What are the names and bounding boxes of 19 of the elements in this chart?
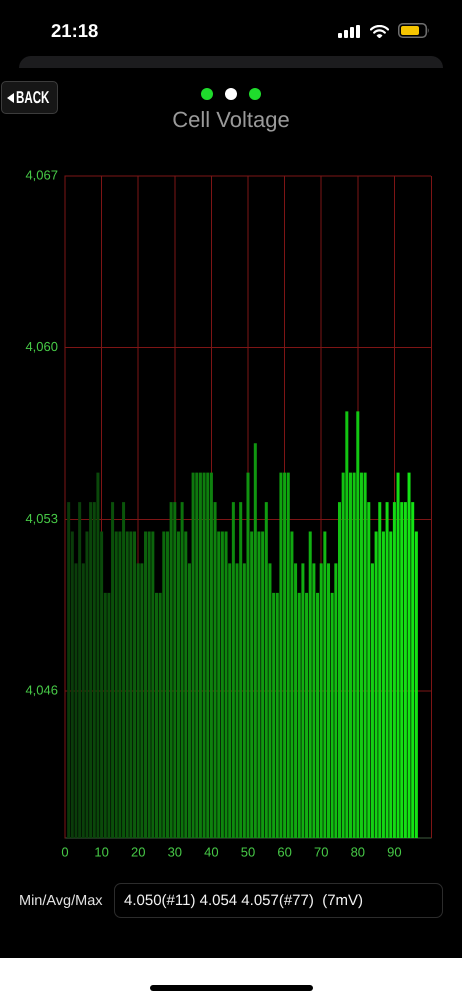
back-button: BACK bbox=[1, 81, 58, 114]
y-tick-label: 4,046 bbox=[25, 682, 58, 698]
y-tick-label: 4,067 bbox=[25, 168, 58, 183]
x-tick-label: 30 bbox=[168, 844, 182, 860]
x-tick-label: 90 bbox=[387, 844, 402, 860]
x-tick-label: 50 bbox=[240, 844, 256, 860]
x-tick-label: 0 bbox=[61, 844, 69, 860]
x-tick-label: 40 bbox=[204, 844, 219, 860]
x-tick-label: 70 bbox=[314, 844, 328, 860]
text: 21:18 bbox=[51, 19, 98, 43]
y-tick-label: 4,053 bbox=[25, 510, 58, 526]
x-tick-label: 60 bbox=[277, 844, 292, 860]
y-tick-label: 4,060 bbox=[25, 339, 58, 354]
x-tick-label: 20 bbox=[130, 844, 146, 860]
x-tick-label: 10 bbox=[94, 844, 109, 860]
x-tick-label: 80 bbox=[350, 844, 366, 860]
text-field: 4.050(#11) 4.054 4.057(#77) (7mV) bbox=[114, 883, 443, 918]
chart-title: Cell Voltage bbox=[171, 106, 291, 134]
text: Min/Avg/Max bbox=[19, 892, 103, 911]
